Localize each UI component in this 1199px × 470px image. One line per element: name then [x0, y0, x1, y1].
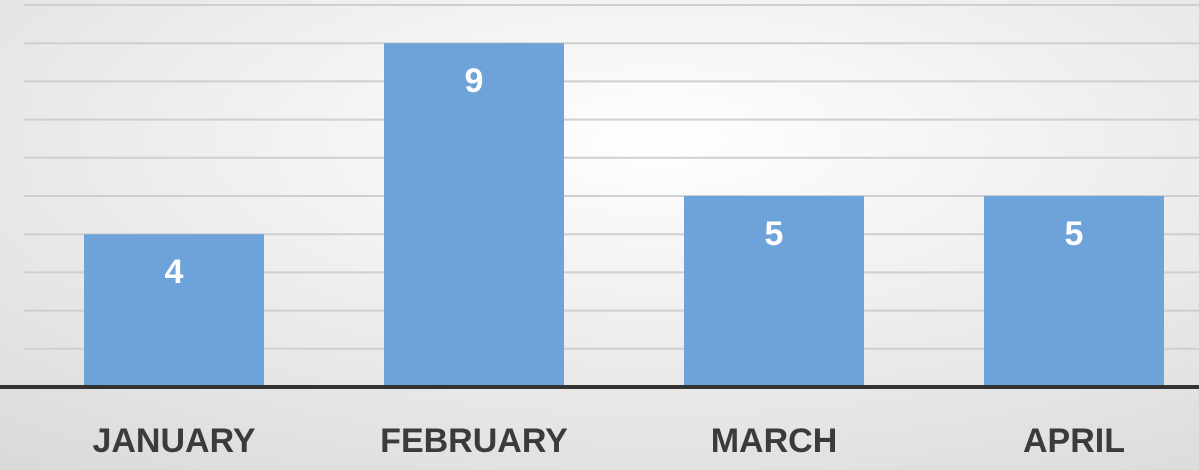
bar	[384, 43, 564, 387]
x-tick-label: JANUARY	[92, 422, 255, 460]
data-label: 5	[1065, 215, 1084, 253]
data-label: 9	[465, 62, 484, 100]
data-label: 4	[165, 253, 184, 291]
x-tick-label: FEBRUARY	[380, 422, 568, 460]
bar	[84, 234, 264, 387]
bar	[684, 196, 864, 387]
bar	[984, 196, 1164, 387]
x-tick-label: MARCH	[711, 422, 838, 460]
data-label: 5	[765, 215, 784, 253]
x-tick-label: APRIL	[1023, 422, 1125, 460]
